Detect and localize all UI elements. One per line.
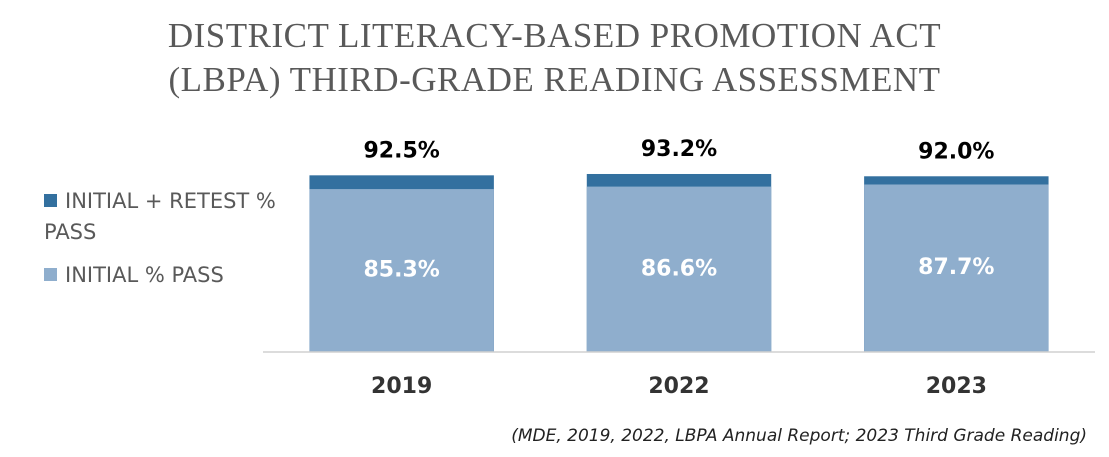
data-label: 87.7%	[918, 255, 994, 280]
legend-swatch	[44, 194, 57, 207]
legend: INITIAL + RETEST % PASS INITIAL % PASS	[44, 186, 284, 303]
legend-item: INITIAL % PASS	[44, 260, 284, 291]
legend-label: INITIAL % PASS	[65, 263, 224, 287]
legend-swatch	[44, 268, 57, 281]
bar	[309, 189, 494, 352]
data-label: 85.3%	[364, 258, 440, 283]
data-label: 92.0%	[918, 139, 994, 164]
x-tick-label: 2022	[648, 374, 709, 399]
x-tick-label: 2023	[926, 374, 987, 399]
chart-title: DISTRICT LITERACY-BASED PROMOTION ACT	[167, 16, 942, 55]
x-tick-label: 2019	[371, 374, 432, 399]
data-label: 92.5%	[364, 138, 440, 163]
legend-label: INITIAL + RETEST % PASS	[44, 189, 276, 244]
legend-item: INITIAL + RETEST % PASS	[44, 186, 284, 248]
chart-title: (LBPA) THIRD-GRADE READING ASSESSMENT	[168, 60, 941, 99]
data-label: 93.2%	[641, 137, 717, 162]
bar	[586, 186, 772, 352]
source-note: (MDE, 2019, 2022, LBPA Annual Report; 20…	[511, 426, 1087, 446]
bar	[864, 184, 1049, 352]
data-label: 86.6%	[641, 256, 717, 281]
